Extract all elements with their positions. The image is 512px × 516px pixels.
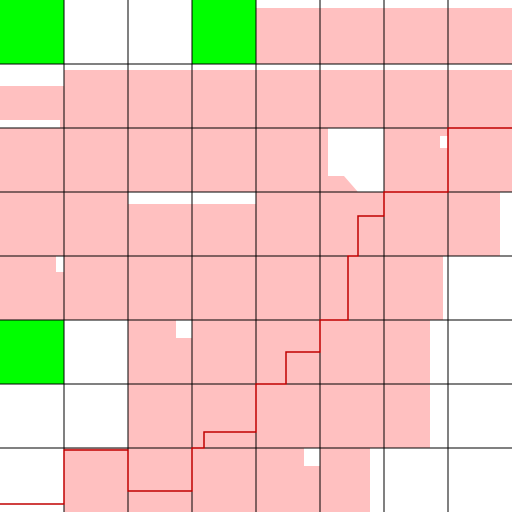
region-patch	[64, 448, 370, 512]
region-gap	[440, 136, 448, 148]
region-patch	[128, 384, 430, 448]
region-patch	[128, 320, 430, 384]
region-patch	[64, 70, 512, 128]
goal-cell	[192, 0, 256, 64]
goal-cells	[0, 0, 256, 384]
region-gap	[176, 320, 192, 338]
region-gap	[0, 120, 60, 128]
goal-cell	[0, 320, 64, 384]
goal-cell	[0, 0, 64, 64]
unexplored-gaps	[0, 120, 448, 466]
route-path	[0, 127, 512, 505]
region-gap	[304, 448, 320, 466]
region-gap	[328, 128, 384, 192]
region-gap	[56, 256, 64, 272]
region-patch	[0, 256, 443, 320]
